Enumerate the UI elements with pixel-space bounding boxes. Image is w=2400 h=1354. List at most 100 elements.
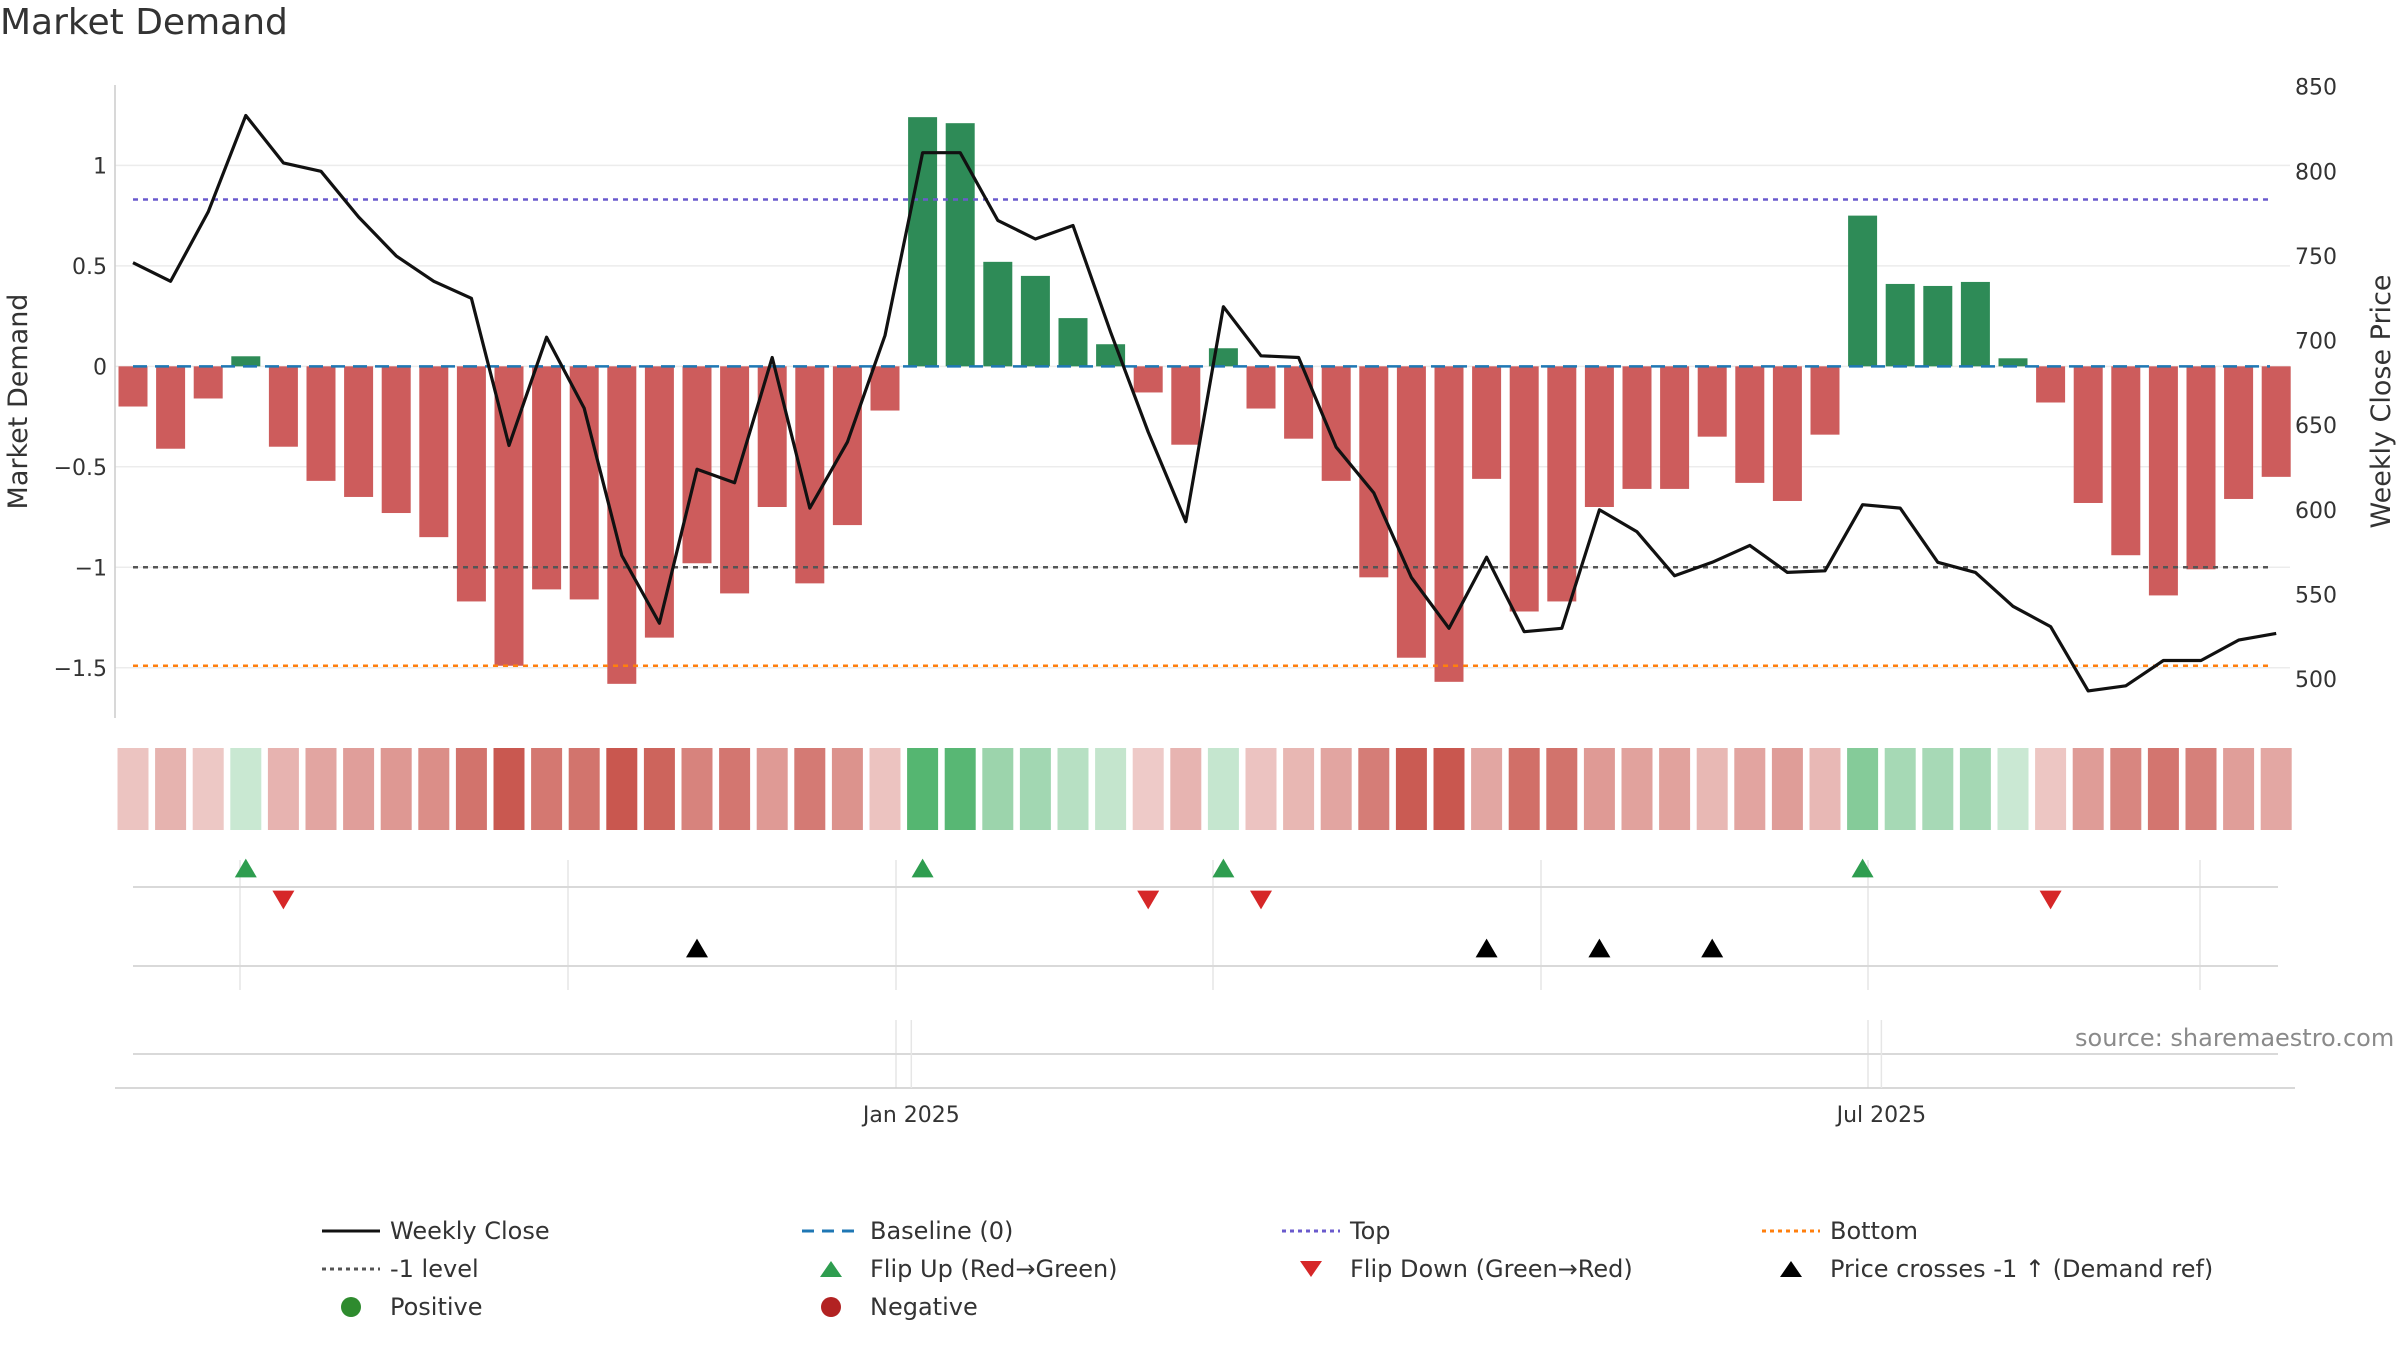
legend-triangle-up-icon bbox=[820, 1261, 842, 1277]
heat-cell bbox=[1358, 748, 1390, 830]
x-tick-label: Jul 2025 bbox=[1835, 1103, 1927, 1128]
legend-item-negative: Negative bbox=[800, 1293, 1280, 1321]
y-tick-label: −1 bbox=[75, 556, 107, 581]
heat-cell bbox=[493, 748, 525, 830]
demand-bar bbox=[644, 366, 674, 638]
heat-cell bbox=[831, 748, 863, 830]
chart-legend: Weekly Close Baseline (0) Top Bottom -1 leve… bbox=[320, 1212, 2280, 1326]
flip-up-marker bbox=[234, 858, 257, 878]
heat-cell bbox=[1132, 748, 1164, 830]
demand-bar bbox=[1960, 281, 1990, 367]
heat-cell bbox=[1508, 748, 1540, 830]
price-cross-marker bbox=[1701, 938, 1724, 958]
demand-bar bbox=[569, 366, 599, 600]
legend-triangle-down-icon bbox=[1300, 1261, 1322, 1277]
demand-bar bbox=[532, 366, 562, 590]
flip-down-marker bbox=[1137, 890, 1160, 910]
demand-bar bbox=[1472, 366, 1502, 479]
legend-label: Bottom bbox=[1830, 1217, 1919, 1245]
demand-bar bbox=[1246, 366, 1276, 409]
price-cross-marker bbox=[686, 938, 708, 958]
flip-down-marker bbox=[2039, 890, 2062, 910]
demand-bar bbox=[1359, 366, 1389, 578]
legend-item-weekly_close: Weekly Close bbox=[320, 1217, 800, 1245]
heat-cell bbox=[1019, 748, 1051, 830]
demand-bar bbox=[1547, 366, 1577, 602]
price-cross-marker bbox=[1588, 938, 1611, 958]
demand-bar bbox=[607, 366, 637, 684]
demand-bar bbox=[795, 366, 825, 584]
demand-bar bbox=[983, 261, 1013, 367]
demand-bar bbox=[2261, 366, 2291, 477]
demand-bar bbox=[1735, 366, 1765, 483]
demand-bar bbox=[118, 366, 148, 407]
legend-symbol-flip_down bbox=[1300, 1261, 1322, 1277]
heat-cell bbox=[1696, 748, 1728, 830]
demand-bar bbox=[1923, 285, 1953, 367]
heat-cell bbox=[1809, 748, 1841, 830]
legend-symbol-price_cross bbox=[1780, 1261, 1802, 1277]
heat-cell bbox=[192, 748, 224, 830]
heat-cell bbox=[1997, 748, 2029, 830]
heat-cell bbox=[1170, 748, 1202, 830]
heat-cell bbox=[2185, 748, 2217, 830]
heat-cell bbox=[1771, 748, 1803, 830]
demand-bar bbox=[156, 366, 186, 449]
chart-title: Market Demand bbox=[0, 2, 288, 43]
legend-label: Positive bbox=[390, 1293, 483, 1321]
demand-bar bbox=[1772, 366, 1802, 501]
heat-cell bbox=[869, 748, 901, 830]
y-tick-label: 1 bbox=[93, 154, 107, 179]
demand-bar bbox=[1584, 366, 1614, 507]
y2-tick-label: 550 bbox=[2295, 583, 2337, 608]
legend-symbol-bottom bbox=[1762, 1229, 1820, 1233]
demand-bar bbox=[832, 366, 862, 526]
heat-cell bbox=[643, 748, 675, 830]
demand-bar bbox=[2073, 366, 2103, 503]
heat-cell bbox=[2147, 748, 2179, 830]
heat-cell bbox=[606, 748, 638, 830]
flip-down-marker bbox=[1250, 890, 1272, 910]
heat-cell bbox=[2110, 748, 2142, 830]
legend-symbol-flip_up bbox=[820, 1261, 842, 1277]
flip-up-marker bbox=[1212, 858, 1235, 878]
demand-bar bbox=[1020, 275, 1050, 367]
y2-tick-label: 850 bbox=[2295, 76, 2337, 101]
legend-symbol-baseline bbox=[802, 1229, 860, 1233]
heat-cell bbox=[568, 748, 600, 830]
legend-triangle-up-icon bbox=[1780, 1261, 1802, 1277]
heat-cell bbox=[1884, 748, 1916, 830]
legend-item-top: Top bbox=[1280, 1217, 1760, 1245]
demand-bar bbox=[1660, 366, 1690, 489]
demand-bar bbox=[193, 366, 223, 399]
heat-cell bbox=[2035, 748, 2067, 830]
legend-symbol-negative bbox=[821, 1297, 841, 1317]
heat-cell bbox=[380, 748, 412, 830]
legend-item-bottom: Bottom bbox=[1760, 1217, 2240, 1245]
legend-label: Weekly Close bbox=[390, 1217, 550, 1245]
y2-tick-label: 700 bbox=[2295, 330, 2337, 355]
weekly-close-line bbox=[132, 113, 2277, 693]
legend-item-minus_one: -1 level bbox=[320, 1255, 800, 1283]
demand-bar bbox=[456, 366, 486, 602]
legend-item-positive: Positive bbox=[320, 1293, 800, 1321]
demand-bar bbox=[2036, 366, 2066, 403]
heat-cell bbox=[2260, 748, 2292, 830]
heat-cell bbox=[756, 748, 788, 830]
y2-axis-label: Weekly Close Price bbox=[2366, 274, 2397, 528]
flip-up-marker bbox=[1851, 858, 1874, 878]
legend-symbol-minus_one bbox=[322, 1267, 380, 1271]
demand-bar bbox=[1622, 366, 1652, 489]
heat-cell bbox=[1621, 748, 1653, 830]
heat-cell bbox=[267, 748, 299, 830]
heat-cell bbox=[1057, 748, 1089, 830]
demand-bar bbox=[2148, 366, 2178, 596]
y-axis-label: Market Demand bbox=[3, 294, 34, 510]
legend-row: Positive Negative bbox=[320, 1288, 2280, 1326]
legend-item-baseline: Baseline (0) bbox=[800, 1217, 1280, 1245]
heat-cell bbox=[1922, 748, 1954, 830]
heat-cell bbox=[719, 748, 751, 830]
price-cross-marker bbox=[1475, 938, 1498, 958]
legend-dot-icon bbox=[821, 1297, 841, 1317]
y-tick-label: 0.5 bbox=[72, 255, 107, 280]
